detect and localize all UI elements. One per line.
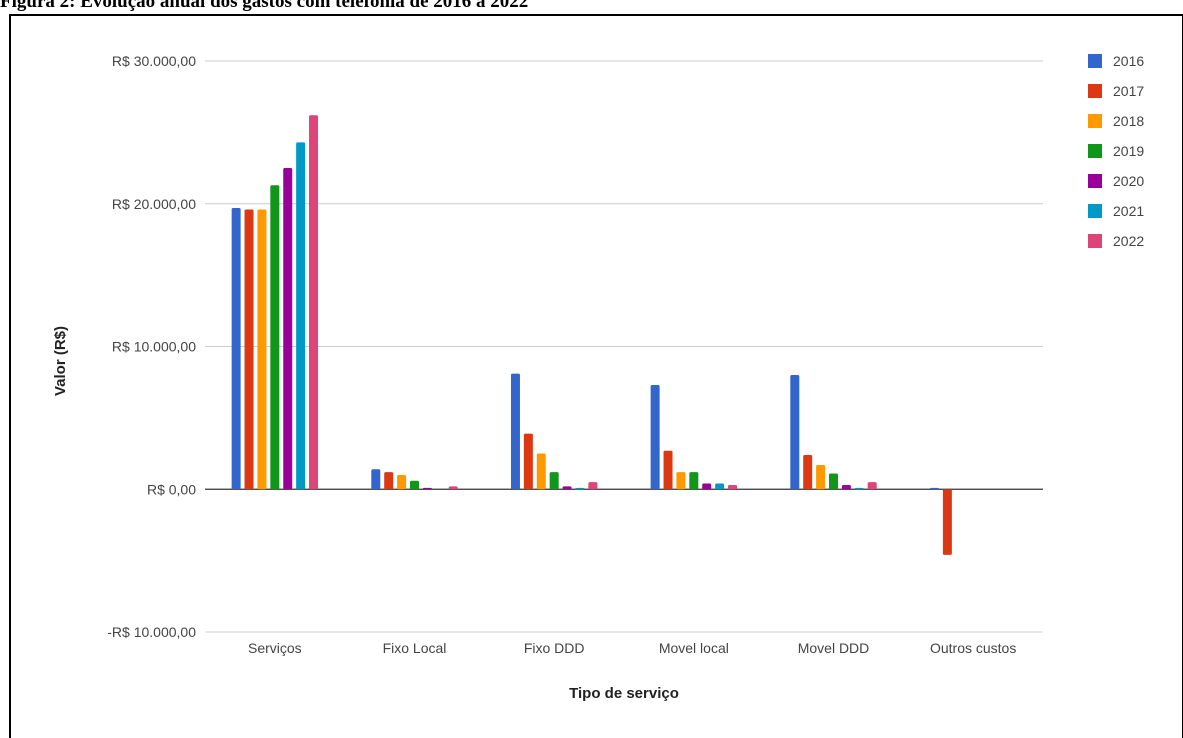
bar	[244, 209, 254, 490]
bar	[371, 469, 381, 490]
bar	[663, 450, 673, 490]
x-tick-label: Movel local	[659, 640, 729, 656]
bar	[283, 168, 293, 490]
y-tick-label: R$ 10.000,00	[112, 339, 196, 355]
bar	[575, 487, 585, 490]
bar	[790, 375, 800, 490]
bar	[689, 472, 699, 490]
bar	[536, 453, 546, 490]
bar	[588, 482, 598, 490]
x-tick-label: Fixo DDD	[524, 640, 585, 656]
legend-label: 2016	[1113, 53, 1144, 69]
legend-label: 2018	[1113, 113, 1144, 129]
bar	[296, 142, 306, 490]
bar	[728, 484, 738, 490]
y-axis-ticks: R$ 30.000,00 R$ 20.000,00 R$ 10.000,00 R$ 0…	[107, 53, 196, 640]
y-tick-label: R$ 20.000,00	[112, 196, 196, 212]
bar	[929, 487, 939, 490]
bar	[841, 484, 851, 490]
bar	[829, 473, 838, 490]
y-tick-label: -R$ 10.000,00	[107, 624, 196, 640]
x-tick-label: Serviços	[248, 640, 302, 656]
bars	[231, 115, 952, 555]
grid-lines	[205, 60, 1043, 633]
x-tick-label: Movel DDD	[798, 640, 870, 656]
x-axis-ticks: Serviços Fixo Local Fixo DDD Movel local Mov…	[248, 640, 1016, 656]
bar	[410, 480, 419, 490]
x-tick-label: Outros custos	[930, 640, 1016, 656]
bar	[384, 472, 394, 490]
bar	[816, 464, 826, 490]
legend-label: 2021	[1113, 203, 1144, 219]
bar	[702, 483, 712, 490]
legend-swatch	[1088, 174, 1102, 188]
bar	[523, 433, 533, 490]
bar	[650, 385, 660, 490]
legend-swatch	[1088, 54, 1102, 68]
legend-swatch	[1088, 144, 1102, 158]
bar	[510, 373, 520, 490]
bar	[549, 472, 559, 490]
bar	[422, 487, 432, 490]
x-axis-title: Tipo de serviço	[569, 685, 679, 702]
legend-swatch	[1088, 114, 1102, 128]
bar	[854, 487, 864, 490]
y-axis-title: Valor (R$)	[52, 326, 69, 396]
legend-swatch	[1088, 234, 1102, 248]
bar	[803, 454, 813, 490]
bar	[270, 185, 280, 490]
bar	[942, 489, 952, 555]
y-tick-label: R$ 0,00	[147, 481, 196, 497]
bar	[231, 208, 241, 490]
legend: 2016 2017 2018 2019 2020 2021 2022	[1088, 53, 1144, 249]
legend-label: 2019	[1113, 143, 1144, 159]
legend-label: 2022	[1113, 233, 1144, 249]
bar	[257, 209, 267, 490]
bar	[448, 486, 458, 490]
legend-swatch	[1088, 84, 1102, 98]
bar	[867, 482, 877, 490]
bar	[309, 115, 319, 490]
figure-title: Figura 2: Evolução anual dos gastos com …	[0, 0, 529, 12]
legend-label: 2017	[1113, 83, 1144, 99]
x-tick-label: Fixo Local	[383, 640, 447, 656]
legend-swatch	[1088, 204, 1102, 218]
legend-label: 2020	[1113, 173, 1144, 189]
chart-frame	[9, 14, 1183, 738]
bar	[397, 474, 407, 490]
bar	[562, 486, 572, 490]
y-tick-label: R$ 30.000,00	[112, 53, 196, 69]
bar	[715, 483, 725, 490]
bar	[676, 472, 686, 490]
